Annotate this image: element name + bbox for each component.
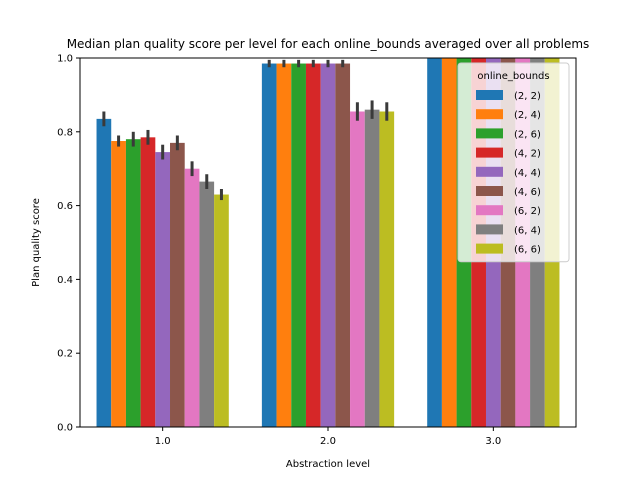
bar: [170, 142, 185, 427]
bar: [155, 152, 171, 427]
bar: [305, 63, 321, 427]
bar: [320, 63, 336, 427]
bar: [364, 109, 380, 427]
bar: [214, 194, 229, 427]
legend-label: (6, 4): [514, 225, 541, 236]
y-tick-label: 1.0: [57, 54, 73, 65]
legend-label: (6, 6): [514, 245, 541, 256]
legend-title: online_bounds: [477, 71, 549, 82]
bar: [441, 58, 457, 427]
legend-swatch: [476, 205, 503, 216]
chart-title: Median plan quality score per level for …: [67, 37, 590, 51]
bar: [291, 63, 306, 427]
y-tick-label: 0.4: [57, 275, 73, 286]
legend-swatch: [476, 128, 503, 139]
y-axis: 0.0 0.2 0.4 0.6 0.8 1.0: [57, 54, 80, 434]
legend-swatch: [476, 186, 503, 196]
bar: [111, 141, 126, 427]
legend-label: (4, 6): [514, 187, 541, 198]
bar: [184, 168, 200, 427]
x-tick-label: 2.0: [320, 436, 336, 447]
legend-label: (4, 4): [514, 168, 541, 179]
legend-label: (2, 4): [514, 110, 541, 121]
bar: [125, 139, 141, 427]
y-tick-label: 0.8: [57, 127, 73, 138]
legend-label: (6, 2): [514, 206, 541, 217]
x-tick-label: 1.0: [155, 436, 171, 447]
bar: [261, 63, 277, 427]
legend-swatch: [476, 109, 503, 120]
y-tick-label: 0.2: [57, 349, 73, 360]
legend-swatch: [476, 90, 503, 100]
legend-swatch: [476, 147, 503, 158]
bar: [96, 118, 112, 427]
bar: [427, 58, 442, 427]
y-tick-label: 0.6: [57, 201, 73, 212]
x-axis: 1.0 2.0 3.0: [155, 427, 501, 447]
legend-label: (2, 2): [514, 91, 541, 102]
y-tick-label: 0.0: [57, 423, 73, 434]
legend-swatch: [476, 243, 503, 254]
bar: [140, 137, 156, 427]
bar: [335, 63, 351, 427]
x-tick-label: 3.0: [485, 436, 501, 447]
bar: [199, 181, 215, 427]
x-axis-label: Abstraction level: [286, 459, 370, 470]
legend-label: (4, 2): [514, 149, 541, 160]
error-bars-group: [102, 59, 389, 201]
legend: online_bounds (2, 2) (2, 4) (2, 6) (4, 2) (4,…: [457, 62, 570, 263]
bar: [276, 63, 292, 427]
y-axis-label: Plan quality score: [31, 198, 42, 287]
legend-swatch: [476, 224, 503, 235]
legend-label: (2, 6): [514, 129, 541, 140]
legend-swatch: [476, 166, 503, 177]
bar: [350, 111, 365, 427]
bar: [379, 111, 395, 427]
